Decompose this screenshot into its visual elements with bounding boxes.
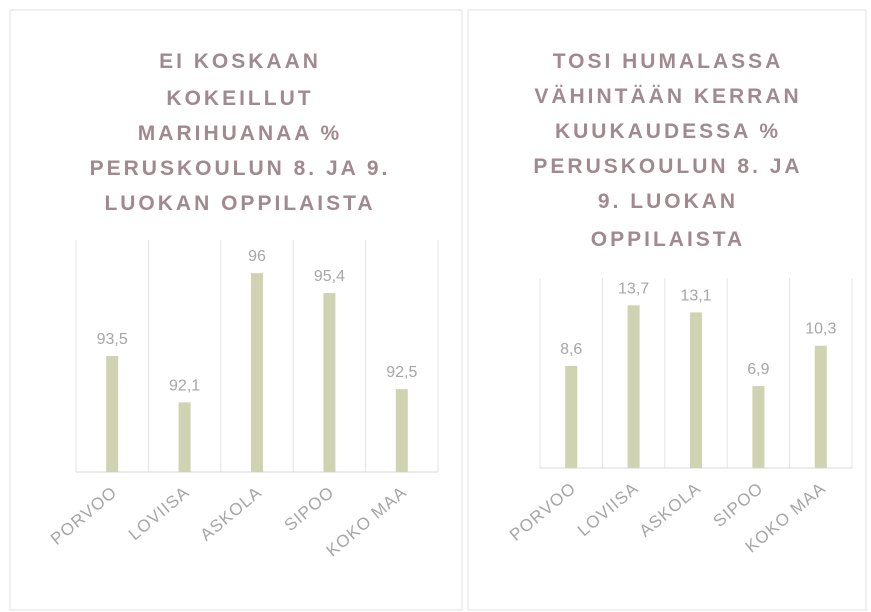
bar (565, 365, 578, 468)
x-tick-label: LOVIISA (125, 483, 193, 545)
bar (251, 273, 263, 472)
bar (752, 386, 765, 468)
data-label: 13,7 (618, 280, 649, 297)
x-tick-label: ASKOLA (197, 483, 266, 545)
panel (9, 9, 463, 611)
data-label: 10,3 (805, 321, 836, 338)
chart-title: LUOKAN OPPILAISTA (104, 192, 375, 215)
chart-title: KUUKAUDESSA % (555, 120, 781, 143)
bar (323, 293, 336, 472)
chart-title: MARIHUANAA % (138, 122, 342, 145)
bar (178, 402, 191, 472)
chart-title: 9. LUOKAN (598, 190, 738, 213)
data-label: 93,5 (97, 331, 128, 348)
data-label: 96 (248, 248, 266, 265)
chart-title: VÄHINTÄÄN KERRAN (534, 85, 801, 108)
chart-title: KOKEILLUT (166, 87, 313, 110)
x-tick-label: PORVOO (506, 479, 580, 545)
data-label: 92,1 (169, 377, 200, 394)
panel (467, 9, 867, 611)
x-tick-label: SIPOO (710, 479, 767, 531)
chart-title: TOSI HUMALASSA (553, 50, 784, 73)
x-tick-label: SIPOO (281, 483, 338, 535)
chart-title: PERUSKOULUN 8. JA (533, 155, 802, 178)
bar (106, 356, 119, 472)
data-label: 13,1 (680, 287, 711, 304)
bar (814, 345, 827, 468)
x-tick-label: LOVIISA (574, 479, 642, 541)
bar (690, 312, 702, 468)
bar (395, 389, 408, 472)
x-tick-label: KOKO MAA (323, 483, 411, 561)
chart-title: PERUSKOULUN 8. JA 9. (90, 157, 391, 180)
data-label: 6,9 (747, 361, 769, 378)
data-label: 95,4 (314, 268, 345, 285)
data-label: 92,5 (386, 364, 417, 381)
x-tick-label: PORVOO (47, 483, 121, 549)
bar (627, 305, 640, 468)
x-tick-label: ASKOLA (636, 479, 705, 541)
data-label: 8,6 (560, 341, 582, 358)
chart-title: EI KOSKAAN (159, 50, 321, 73)
chart-title: OPPILAISTA (591, 228, 745, 251)
